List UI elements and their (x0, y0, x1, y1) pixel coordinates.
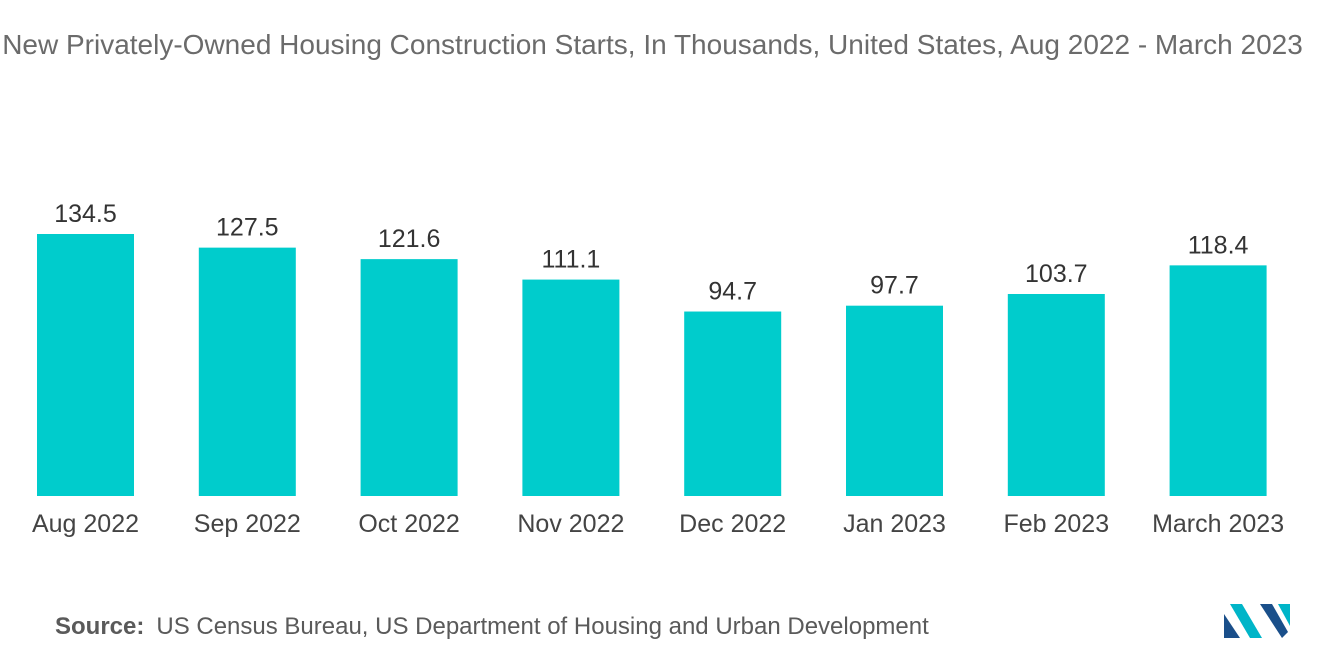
value-label-aug-2022: 134.5 (54, 200, 117, 228)
bar-chart: 134.5 127.5 121.6 111.1 94.7 97.7 103.7 118.4 A… (32, 200, 1284, 538)
x-tick-label-march-2023: March 2023 (1152, 510, 1284, 538)
logo-shape-mid (1230, 604, 1262, 638)
bar-nov-2022 (522, 279, 620, 496)
value-labels-group: 134.5 127.5 121.6 111.1 94.7 97.7 103.7 118.4 (54, 200, 1248, 306)
source-label: Source: (55, 613, 145, 640)
bars-group (37, 234, 1267, 496)
x-tick-label-oct-2022: Oct 2022 (358, 510, 459, 538)
bar-aug-2022 (37, 234, 134, 496)
source-note: Source: US Census Bureau, US Department o… (55, 613, 929, 641)
value-label-oct-2022: 121.6 (378, 225, 441, 253)
value-label-dec-2022: 94.7 (708, 278, 757, 306)
logo-shape-right-b (1278, 604, 1290, 626)
x-tick-label-dec-2022: Dec 2022 (679, 510, 786, 538)
bar-sep-2022 (198, 247, 296, 496)
x-tick-label-nov-2022: Nov 2022 (517, 510, 624, 538)
value-label-nov-2022: 111.1 (541, 246, 600, 274)
bar-feb-2023 (1007, 293, 1105, 496)
mordor-intelligence-logo-icon (1224, 604, 1290, 638)
bar-oct-2022 (360, 259, 458, 496)
value-label-feb-2023: 103.7 (1025, 260, 1088, 288)
x-tick-label-sep-2022: Sep 2022 (194, 510, 301, 538)
bar-dec-2022 (684, 311, 782, 496)
x-tick-label-aug-2022: Aug 2022 (32, 510, 139, 538)
x-tick-label-feb-2023: Feb 2023 (1003, 510, 1109, 538)
logo-shape-right-a (1260, 604, 1288, 638)
chart-title: New Privately-Owned Housing Construction… (2, 29, 1303, 60)
source-text: US Census Bureau, US Department of Housi… (156, 613, 929, 640)
bar-jan-2023 (846, 305, 943, 496)
value-label-sep-2022: 127.5 (216, 214, 279, 242)
value-label-march-2023: 118.4 (1188, 231, 1249, 259)
logo-shape-left (1224, 614, 1240, 638)
bar-march-2023 (1169, 265, 1267, 496)
value-label-jan-2023: 97.7 (870, 272, 919, 300)
x-tick-label-jan-2023: Jan 2023 (843, 510, 946, 538)
x-axis-tick-labels: Aug 2022 Sep 2022 Oct 2022 Nov 2022 Dec 2022… (32, 510, 1284, 538)
